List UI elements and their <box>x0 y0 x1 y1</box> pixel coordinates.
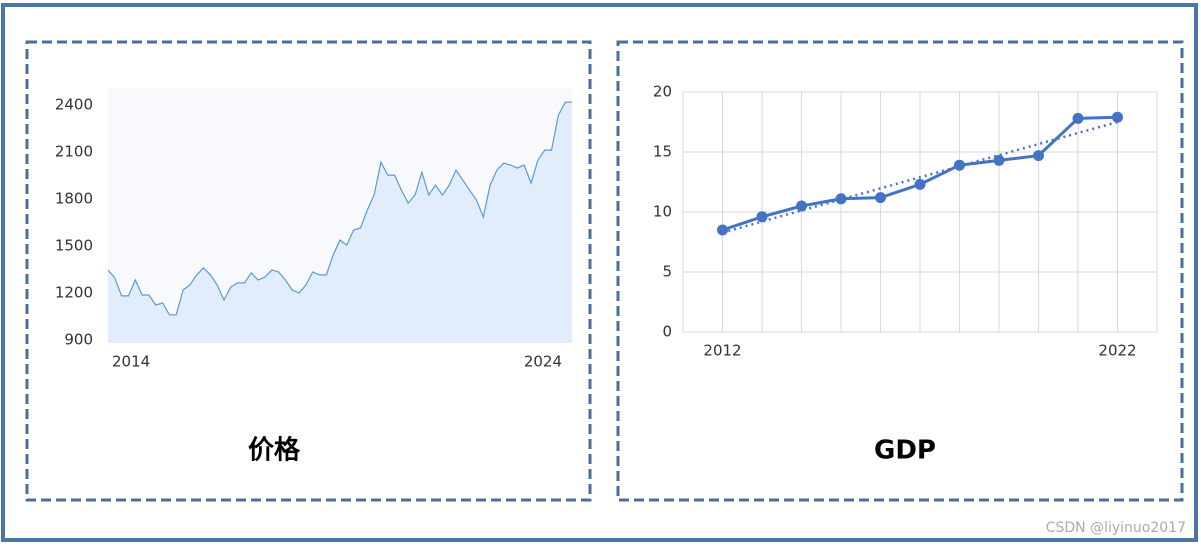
y-tick-label: 900 <box>64 330 93 348</box>
marker <box>756 211 768 223</box>
x-tick-label: 2024 <box>524 353 562 371</box>
marker <box>1072 112 1084 124</box>
trendline <box>722 120 1118 234</box>
y-tick-label: 2100 <box>55 143 93 161</box>
y-tick-label: 1200 <box>55 283 93 301</box>
y-tick-label: 15 <box>653 143 672 161</box>
y-tick-label: 0 <box>662 323 672 341</box>
marker <box>954 159 965 171</box>
y-tick-label: 10 <box>653 203 672 221</box>
line <box>107 101 572 316</box>
marker <box>1112 111 1123 123</box>
x-tick-label: 2022 <box>1098 342 1136 360</box>
y-tick-label: 2400 <box>55 96 93 114</box>
marker <box>914 178 926 190</box>
marker <box>875 192 886 204</box>
marker <box>835 193 847 205</box>
marker <box>1033 150 1044 162</box>
y-tick-label: 5 <box>662 263 672 281</box>
chart-title: GDP <box>874 436 936 466</box>
y-tick-label: 20 <box>653 83 672 101</box>
y-tick-label: 1500 <box>55 237 93 255</box>
chart-title: 价格 <box>248 435 301 466</box>
x-tick-label: 2014 <box>112 353 150 371</box>
marker <box>993 154 1005 166</box>
marker <box>717 224 728 236</box>
marker <box>796 200 807 212</box>
y-tick-label: 1800 <box>55 190 93 208</box>
x-tick-label: 2012 <box>703 342 741 360</box>
watermark: CSDN @liyinuo2017 <box>1046 520 1186 536</box>
panel-frame <box>616 40 1184 502</box>
area <box>108 102 572 343</box>
